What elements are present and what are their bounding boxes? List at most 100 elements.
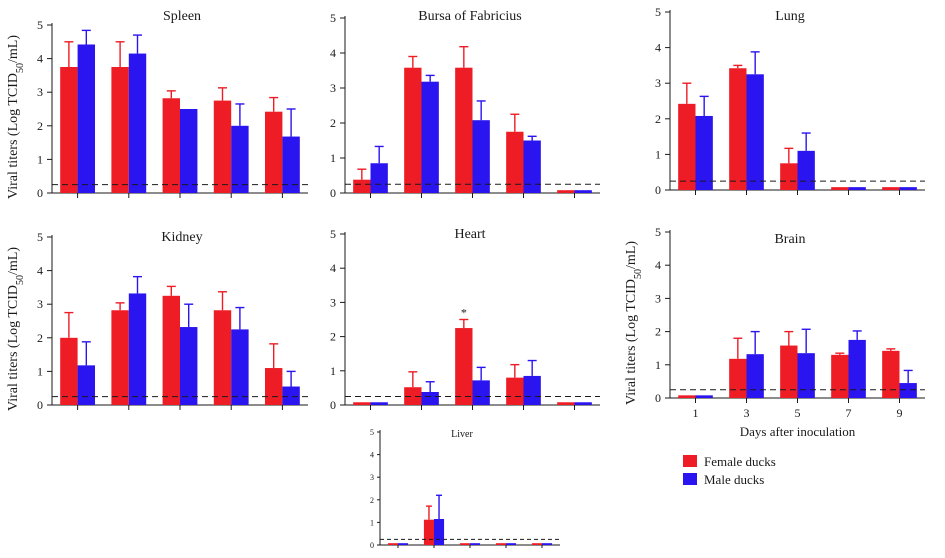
bar-male bbox=[899, 187, 917, 190]
y-tick-label: 1 bbox=[37, 364, 43, 378]
bar-female bbox=[423, 519, 434, 545]
bar-female bbox=[831, 354, 849, 398]
bar-female bbox=[882, 187, 900, 190]
legend: Female ducks Male ducks bbox=[683, 454, 776, 487]
bar-male bbox=[848, 187, 866, 190]
bar-male bbox=[180, 109, 198, 193]
bar-male bbox=[472, 380, 490, 405]
bar-female bbox=[162, 295, 180, 405]
x-tick-label: 9 bbox=[897, 406, 903, 420]
bar-female bbox=[353, 179, 371, 193]
panel-title: Bursa of Fabricius bbox=[418, 9, 521, 24]
bar-male bbox=[434, 519, 445, 545]
panel-heart: Heart 0 1 2 3 4 5 * bbox=[330, 227, 600, 412]
bar-male bbox=[370, 402, 388, 405]
legend-label-female: Female ducks bbox=[704, 454, 776, 469]
bar-female bbox=[264, 111, 283, 193]
panel-kidney: Kidney 0 1 2 3 4 5 Viral titers (Log TCID50/mL) bbox=[6, 230, 308, 412]
y-tick-label: 1 bbox=[330, 364, 336, 378]
bar-male bbox=[128, 53, 147, 194]
bar-female bbox=[213, 100, 232, 193]
y-tick-label: 2 bbox=[330, 116, 336, 130]
bar-male bbox=[574, 402, 592, 405]
x-tick-label: 1 bbox=[693, 406, 699, 420]
bar-male bbox=[421, 392, 439, 405]
y-tick-label: 4 bbox=[37, 52, 43, 66]
panel-lung: Lung 0 1 2 3 4 5 bbox=[655, 5, 925, 197]
bar-male bbox=[231, 125, 249, 193]
y-tick-label: 4 bbox=[655, 41, 661, 55]
y-tick-label: 0 bbox=[655, 183, 661, 197]
y-tick-label: 3 bbox=[330, 81, 336, 95]
bar-male bbox=[523, 375, 541, 405]
y-tick-label: 0 bbox=[330, 186, 336, 200]
panel-bursa-of-fabricius: Bursa of Fabricius 0 1 2 3 4 5 bbox=[330, 9, 600, 200]
panel-title: Lung bbox=[775, 9, 805, 24]
bar-female bbox=[831, 187, 849, 190]
panel-title: Kidney bbox=[161, 230, 202, 245]
x-tick-label: 7 bbox=[846, 406, 852, 420]
bar-female bbox=[162, 98, 180, 193]
bar-female bbox=[780, 163, 798, 190]
y-tick-label: 2 bbox=[655, 112, 661, 126]
bar-female bbox=[557, 190, 575, 193]
y-tick-label: 0 bbox=[37, 398, 43, 412]
bar-male bbox=[899, 383, 917, 398]
panel-spleen: Spleen 0 1 2 3 4 5 Viral titers (Log TCID50/mL) bbox=[6, 9, 308, 200]
y-tick-label: 0 bbox=[330, 398, 336, 412]
y-tick-label: 2 bbox=[37, 119, 43, 133]
y-axis-label: Viral titers (Log TCID50/mL) bbox=[624, 241, 644, 405]
bar-male bbox=[695, 115, 713, 190]
y-axis-label: Viral titers (Log TCID50/mL) bbox=[6, 35, 26, 199]
y-tick-label: 1 bbox=[370, 518, 374, 527]
bar-female bbox=[678, 103, 696, 190]
legend-label-male: Male ducks bbox=[704, 472, 764, 487]
bar-female bbox=[506, 131, 524, 193]
panel-title: Brain bbox=[774, 232, 805, 247]
y-tick-label: 1 bbox=[330, 151, 336, 165]
y-tick-label: 2 bbox=[655, 325, 661, 339]
bar-female bbox=[455, 67, 473, 193]
bar-male bbox=[370, 163, 388, 193]
y-tick-label: 4 bbox=[330, 46, 336, 60]
y-tick-label: 3 bbox=[370, 473, 374, 482]
y-tick-label: 3 bbox=[655, 291, 661, 305]
y-tick-label: 5 bbox=[37, 18, 43, 32]
bar-male bbox=[282, 386, 300, 405]
y-tick-label: 1 bbox=[655, 147, 661, 161]
bar-male bbox=[523, 140, 541, 193]
y-tick-label: 4 bbox=[655, 258, 661, 272]
y-tick-label: 4 bbox=[37, 264, 43, 278]
y-tick-label: 5 bbox=[655, 5, 661, 19]
bar-female bbox=[495, 543, 506, 545]
bar-female bbox=[531, 543, 542, 545]
bar-male bbox=[695, 395, 713, 398]
y-tick-label: 4 bbox=[370, 451, 374, 460]
y-tick-label: 2 bbox=[330, 330, 336, 344]
bar-female bbox=[678, 395, 696, 398]
bar-male bbox=[77, 44, 96, 193]
bar-female bbox=[882, 350, 900, 398]
y-tick-label: 0 bbox=[655, 391, 661, 405]
y-tick-label: 3 bbox=[37, 297, 43, 311]
bar-male bbox=[398, 543, 409, 545]
bar-female bbox=[557, 402, 575, 405]
y-tick-label: 4 bbox=[330, 261, 336, 275]
y-tick-label: 5 bbox=[330, 11, 336, 25]
bar-female bbox=[60, 67, 78, 193]
bar-male bbox=[282, 136, 300, 193]
bar-male bbox=[848, 339, 866, 398]
bar-male bbox=[797, 150, 815, 190]
bar-female bbox=[459, 543, 470, 545]
y-tick-label: 5 bbox=[655, 225, 661, 239]
x-axis-label: Days after inoculation bbox=[740, 424, 856, 439]
bar-male bbox=[470, 543, 481, 545]
y-tick-label: 2 bbox=[37, 331, 43, 345]
bar-female bbox=[404, 67, 422, 193]
panel-title: Heart bbox=[454, 227, 485, 242]
bar-female bbox=[387, 543, 398, 545]
bar-male bbox=[421, 81, 439, 193]
bar-male bbox=[128, 293, 147, 405]
